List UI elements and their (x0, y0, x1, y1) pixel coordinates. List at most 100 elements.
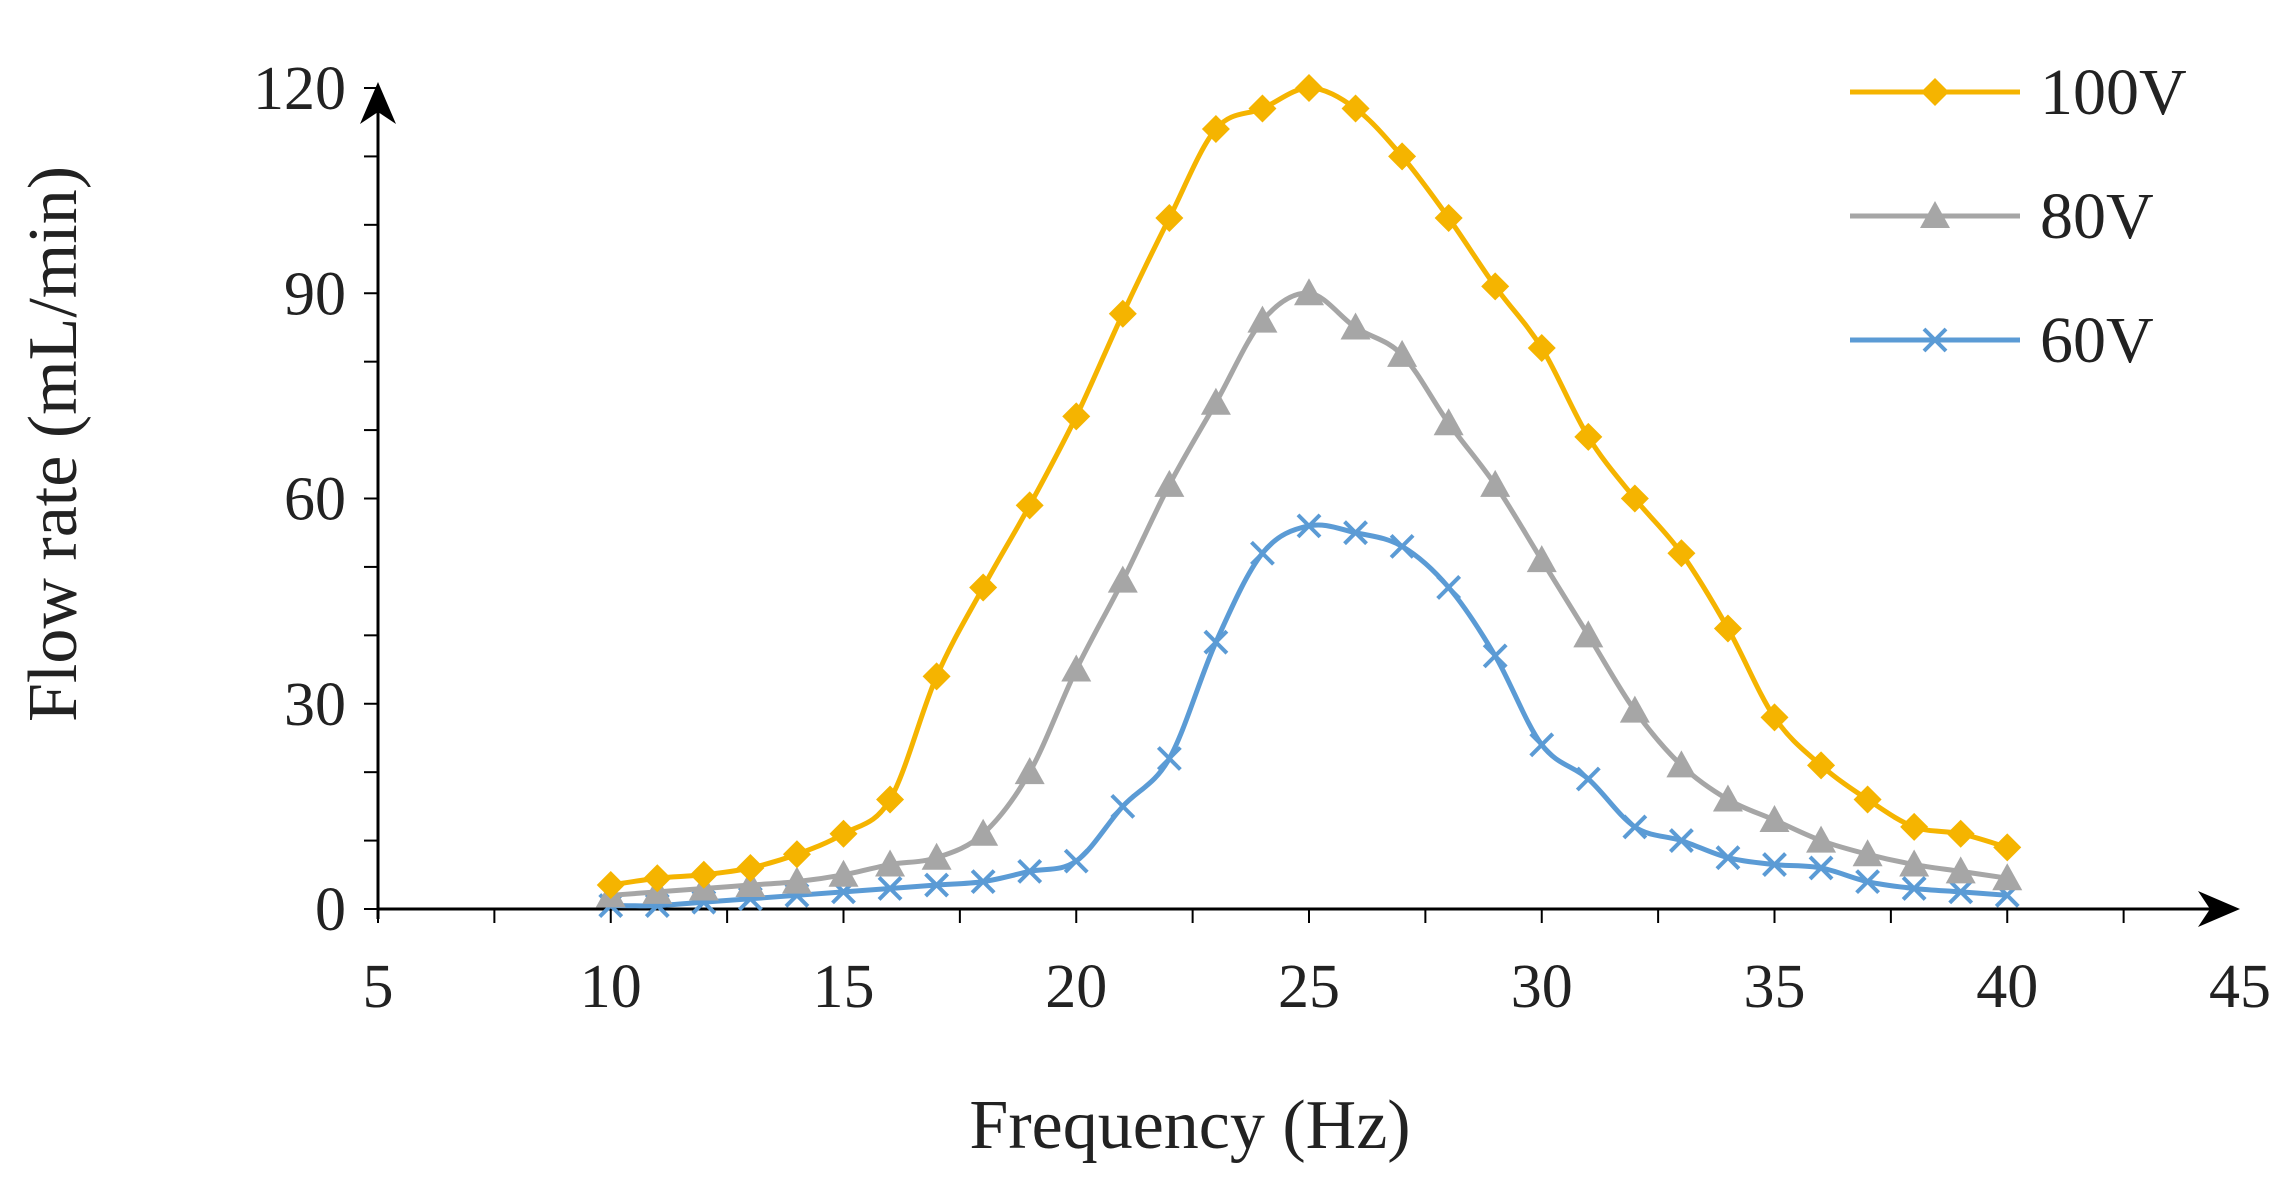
data-point-80v (1294, 278, 1324, 306)
data-point-80v (1712, 784, 1743, 812)
data-point-80v (1619, 695, 1650, 723)
marker-stroke (1156, 746, 1182, 771)
marker-stroke (877, 876, 903, 901)
marker-stroke (1901, 876, 1927, 901)
data-point-80v (1061, 654, 1092, 682)
data-point-80v (1200, 387, 1231, 415)
data-point-100v (782, 840, 811, 869)
data-point-60v (1715, 845, 1741, 871)
marker-stroke (1622, 814, 1648, 840)
data-point-60v (1668, 828, 1694, 853)
marker-stroke (1482, 643, 1508, 669)
data-point-60v (970, 869, 996, 895)
legend-marker (1921, 78, 1949, 106)
data-point-100v (596, 871, 625, 900)
data-point-100v (1062, 402, 1091, 431)
data-point-60v (1110, 793, 1136, 819)
data-point-100v (876, 785, 905, 814)
data-point-80v (735, 870, 766, 898)
data-point-60v (1482, 643, 1508, 669)
data-point-60v (1389, 533, 1415, 559)
data-point-60v (924, 872, 950, 898)
series-100v (596, 74, 2022, 900)
legend-item-100v: 100V (1850, 56, 2187, 129)
marker-stroke (1948, 879, 1974, 905)
data-point-80v (1852, 839, 1883, 867)
y-tick-label: 30 (284, 671, 346, 739)
data-point-60v (1063, 848, 1089, 874)
x-tick-label: 15 (813, 953, 875, 1021)
data-point-60v (1575, 766, 1601, 792)
legend-item-60v: 60V (1850, 304, 2154, 377)
marker-stroke (1715, 845, 1741, 871)
data-point-60v (1250, 540, 1275, 566)
data-point-80v (921, 842, 952, 870)
data-point-100v (1341, 94, 1370, 123)
data-point-80v (828, 859, 859, 887)
data-point-80v (1014, 757, 1045, 785)
data-point-80v (1573, 620, 1604, 648)
marker-stroke (1922, 327, 1948, 353)
data-point-80v (1666, 750, 1697, 778)
series-line-100v (610, 85, 2008, 888)
y-tick-label: 120 (253, 55, 346, 123)
series-line-80v (610, 290, 2008, 898)
legend-label-60v: 60V (2040, 304, 2154, 377)
data-point-80v (1247, 305, 1278, 333)
x-tick-label: 25 (1278, 953, 1340, 1021)
data-point-60v (1808, 855, 1834, 881)
data-point-100v (1713, 614, 1742, 643)
marker-stroke (1668, 828, 1694, 853)
data-point-100v (969, 573, 998, 602)
data-point-80v (1107, 565, 1138, 593)
marker-stroke (1017, 858, 1043, 884)
data-point-80v (781, 866, 812, 894)
data-point-60v (1436, 575, 1462, 600)
marker-stroke (1855, 869, 1881, 895)
x-tick-label: 5 (363, 953, 394, 1021)
data-point-60v (1901, 876, 1927, 901)
data-point-100v (1760, 703, 1789, 732)
data-point-60v (1622, 814, 1648, 840)
legend-item-80v: 80V (1850, 180, 2154, 253)
x-axis-arrowhead (2198, 891, 2240, 927)
marker-stroke (1343, 520, 1368, 546)
y-tick-label: 90 (284, 260, 346, 328)
data-point-80v (1992, 863, 2023, 891)
marker-stroke (1110, 793, 1136, 819)
data-point-100v (922, 662, 951, 691)
x-tick-label: 20 (1045, 953, 1107, 1021)
data-point-60v (877, 876, 903, 901)
data-point-60v (1156, 746, 1182, 771)
data-point-60v (1855, 869, 1881, 895)
legend-marker (1920, 201, 1950, 228)
data-point-60v (1296, 513, 1322, 539)
data-point-100v (1201, 115, 1230, 144)
data-point-80v (1945, 856, 1976, 884)
data-point-100v (1481, 272, 1510, 301)
y-ticks: 0 30 60 90 120 (253, 55, 378, 944)
data-point-100v (1155, 203, 1184, 232)
y-axis (360, 82, 396, 919)
data-point-80v (1387, 339, 1418, 367)
legend-label-80v: 80V (2040, 180, 2154, 253)
series-layer (595, 74, 2023, 918)
data-point-60v (1343, 520, 1368, 546)
data-point-80v (968, 818, 999, 846)
x-axis-title: Frequency (Hz) (969, 1087, 1410, 1164)
x-tick-label: 30 (1511, 953, 1573, 1021)
marker-stroke (970, 869, 996, 895)
legend: 100V 80V 60V (1850, 56, 2187, 377)
marker-stroke (1575, 766, 1601, 792)
data-point-100v (1108, 299, 1137, 328)
y-tick-label: 0 (315, 876, 346, 944)
data-point-60v (1762, 852, 1787, 877)
marker-stroke (1436, 575, 1462, 600)
data-point-80v (1759, 805, 1790, 833)
data-point-80v (875, 849, 906, 877)
data-point-100v (1248, 94, 1277, 123)
data-point-80v (1154, 469, 1185, 497)
data-point-100v (1667, 539, 1696, 568)
marker-stroke (924, 872, 950, 898)
